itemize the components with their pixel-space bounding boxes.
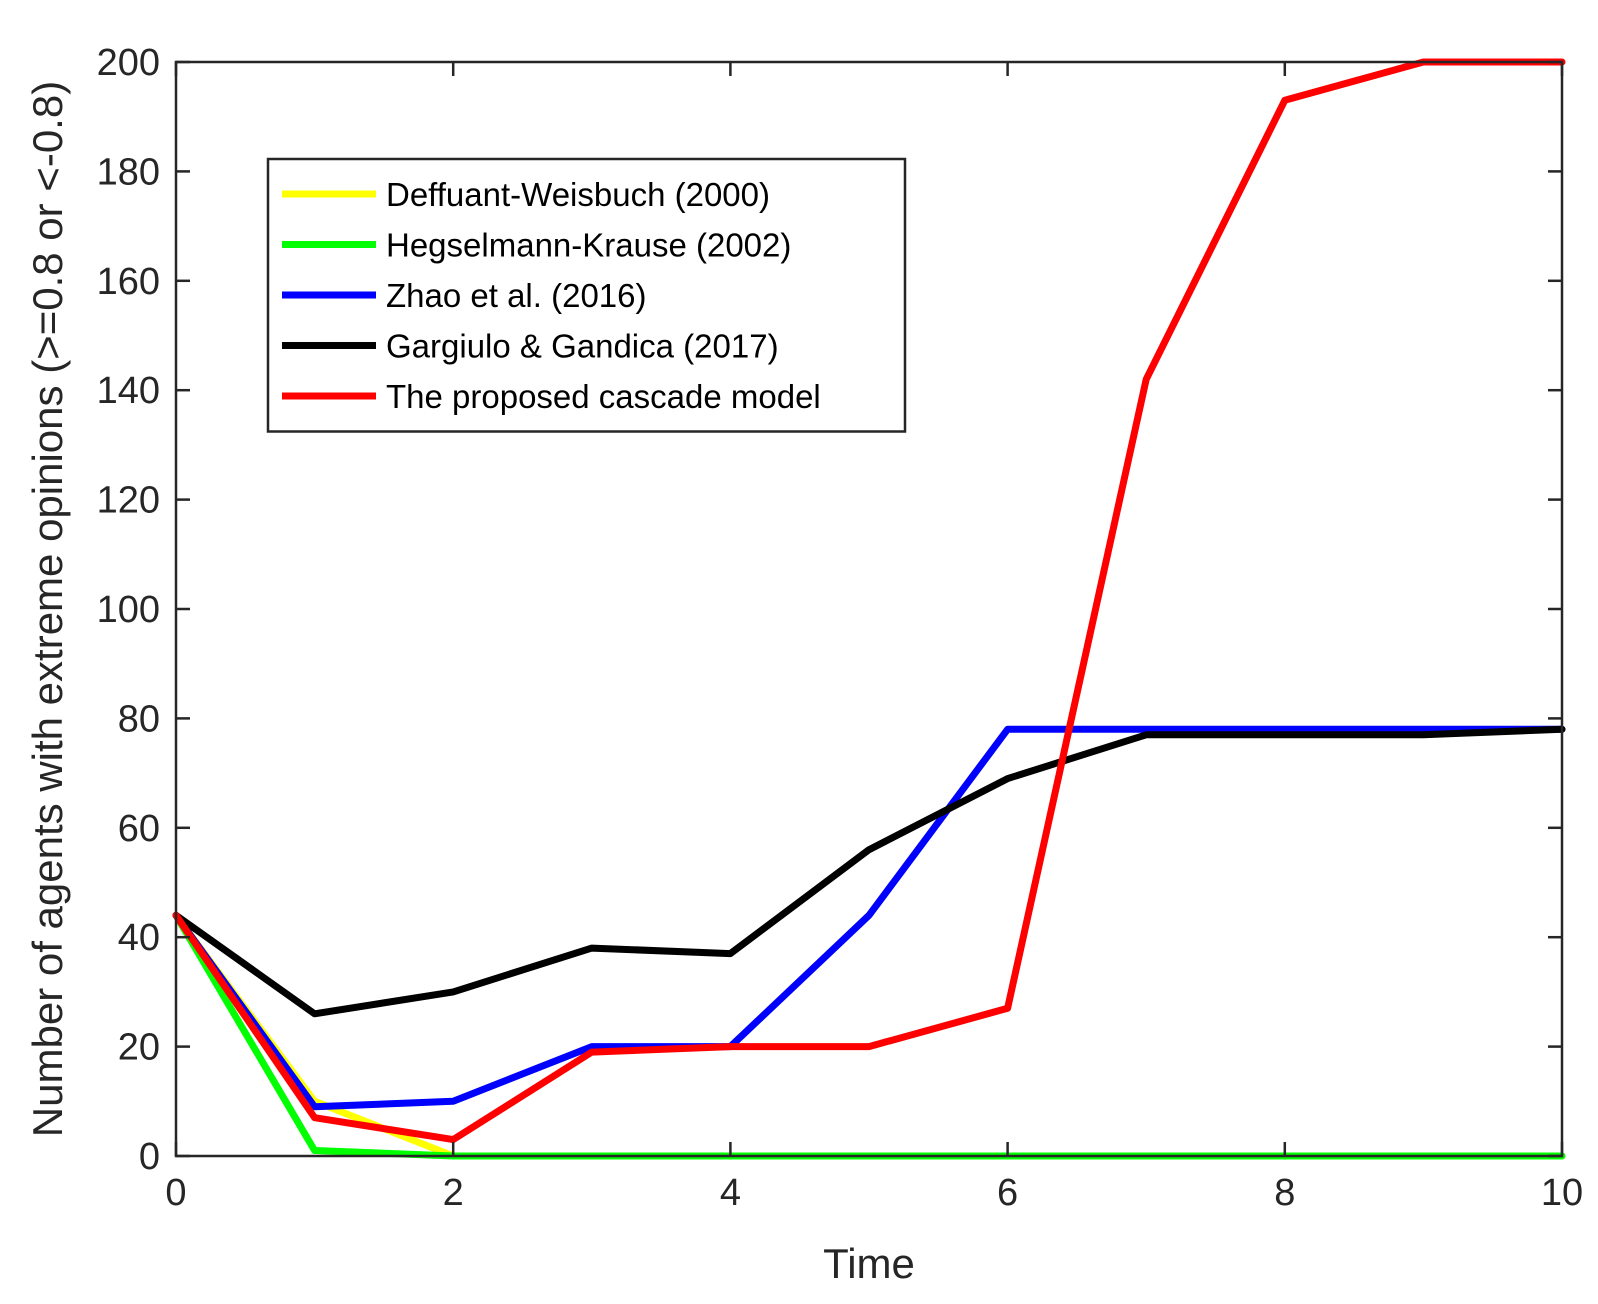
x-tick-label: 6 [997, 1172, 1018, 1214]
y-tick-label: 40 [118, 917, 160, 959]
legend-label-1: Deffuant-Weisbuch (2000) [386, 176, 770, 213]
legend-label-2: Hegselmann-Krause (2002) [386, 227, 791, 264]
legend: Deffuant-Weisbuch (2000) Hegselmann-Kraus… [266, 157, 907, 433]
series-line-5 [172, 58, 1566, 1144]
x-tick-label: 0 [165, 1172, 186, 1214]
legend-label-3: Zhao et al. (2016) [386, 277, 647, 314]
y-tick-label: 0 [139, 1136, 160, 1178]
x-axis-label: Time [823, 1240, 915, 1287]
y-tick-label: 100 [97, 589, 160, 631]
y-tick-label: 80 [118, 698, 160, 740]
y-tick-label: 60 [118, 808, 160, 850]
legend-label-4: Gargiulo & Gandica (2017) [386, 328, 779, 365]
x-tick-label: 8 [1274, 1172, 1295, 1214]
y-tick-label: 200 [97, 42, 160, 84]
y-tick-label: 160 [97, 261, 160, 303]
y-tick-label: 140 [97, 370, 160, 412]
series-line-4 [172, 725, 1566, 1018]
y-axis-label: Number of agents with extreme opinions (… [24, 81, 71, 1137]
x-tick-label: 2 [443, 1172, 464, 1214]
x-tick-label: 4 [720, 1172, 741, 1214]
y-tick-label: 180 [97, 151, 160, 193]
series-line-3 [172, 725, 1566, 1111]
x-tick-label: 10 [1541, 1172, 1583, 1214]
y-tick-label: 20 [118, 1027, 160, 1069]
legend-label-5: The proposed cascade model [386, 378, 821, 415]
y-tick-label: 120 [97, 480, 160, 522]
